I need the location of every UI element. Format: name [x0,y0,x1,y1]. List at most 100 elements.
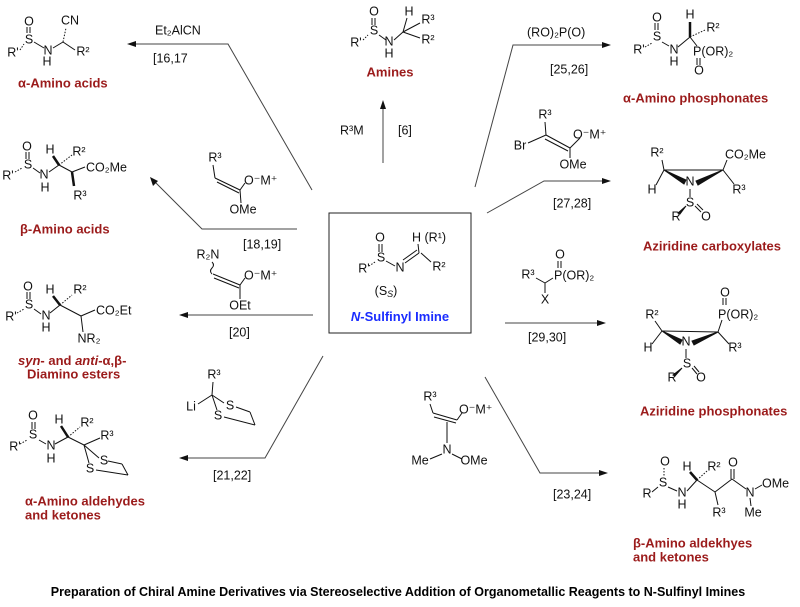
atom: R² [645,307,658,321]
atom: S [226,398,234,412]
atom: R² [73,282,86,296]
atom: S [659,475,667,489]
label-alpha-amino-phosphonates: α-Amino phosphonates [623,90,768,105]
atom: R₂N [197,247,220,261]
atom: H (R¹) [412,230,446,244]
atom: N [43,43,52,57]
atom: S [24,157,32,171]
atom: R² [80,415,93,429]
ref-20: [20] [229,325,250,339]
atom: H [40,180,49,194]
atom: CN [61,13,79,27]
atom: R' [350,35,361,49]
atom: H [404,4,413,18]
atom: R³ [208,150,221,164]
atom: S [686,195,694,209]
reagent-r3m: R³M [340,123,364,137]
atom: N [46,438,55,452]
arrows [127,41,611,476]
atom: H [41,320,50,334]
label-diamino-esters-line1: syn- and anti-α,β- [18,353,126,368]
atom: R³ [73,188,86,202]
label-aziridine-carboxylates: Aziridine carboxylates [643,238,781,253]
atom: O [375,230,385,244]
atom: R² [76,44,89,58]
atom: OMe [559,157,586,171]
atom: N [442,442,451,456]
atom: CO₂Et [96,303,132,317]
atom: Me [411,453,428,467]
product-dithiane-amine: O S R' N H H R² R³ S S [9,408,129,476]
ref-18-19: [18,19] [243,237,281,251]
atom: R [667,370,676,384]
ref-25-26: [25,26] [550,62,588,76]
atom: OEt [229,298,251,312]
atom: R' [9,439,20,453]
arrow-to-alpha-amino-phosphonates [474,44,604,188]
atom: R² [706,20,719,34]
arrow-to-alpha-amino-aldehydes [185,355,324,459]
ref-23-24: [23,24] [553,487,591,501]
atom: H [669,54,678,68]
configuration-label: (SS) [375,284,398,299]
atom: O⁻M⁺ [459,402,492,416]
arrow-to-beta-amino-aldehydes [484,376,601,474]
atom: O⁻M⁺ [244,268,277,282]
atom: R² [72,144,85,158]
atom: R³ [207,367,220,381]
atom: X [541,292,550,306]
atom: CO₂Me [86,160,127,174]
reagent-phosphonate: O R³ P(OR)₂ X [521,247,594,306]
atom: S [683,356,691,370]
arrowhead [602,42,611,48]
atom: O [660,454,670,468]
atom: O⁻M⁺ [244,173,277,187]
atom: H [685,7,694,21]
atom: OMe [460,453,487,467]
atom: R [642,486,651,500]
atom: P(OR)₂ [718,307,758,321]
atom: H [46,451,55,465]
ref-16-17: [16,17 [153,51,188,65]
label-alpha-amino-aldehydes-line1: α-Amino aldehydes [25,493,145,508]
atom: NR₂ [78,331,101,345]
atom: R' [7,45,18,59]
atom: R³ [100,428,113,442]
atom: OMe [229,202,256,216]
arrowhead [597,320,606,326]
atom: H [384,46,393,60]
atom: R' [633,42,644,56]
arrowhead [602,178,611,184]
product-beta-amino-ester: O S R' N H H R² CO₂Me R³ [2,139,127,202]
atom: Me [744,505,761,519]
atom: R³ [732,182,745,196]
atom: R² [707,459,720,473]
arrow-to-aziridine-carboxylates [486,180,604,214]
atom: N [39,167,48,181]
ref-6: [6] [398,123,412,137]
reagent-et2alcn: Et₂AlCN [155,23,201,37]
atom: R' [5,309,16,323]
reagent-amino-ester-enolate: R₂N O⁻M⁺ OEt [197,247,278,312]
atom: CO₂Me [725,147,766,161]
atom: N [745,485,754,499]
atom: P(OR)₂ [554,268,594,282]
figure-caption: Preparation of Chiral Amine Derivatives … [51,585,745,599]
atom: H [45,142,54,156]
atom: R³ [423,389,436,403]
atom: H [677,497,686,511]
arrow-to-beta-amino-acids [154,181,297,230]
atom: O [23,279,33,293]
atom: R' [2,168,13,182]
atom: N [677,485,686,499]
reagent-dialkyl-phosphite: (RO)₂P(O) [527,25,585,39]
atom: R² [421,32,434,46]
atom: O [652,10,662,24]
product-alpha-amino-nitrile: O S R' N H CN R² [7,13,89,68]
atom: R³ [712,505,725,519]
arrowhead [179,312,188,318]
product-amine: O S R' N H H R³ R² [350,4,434,60]
arrowhead [127,41,136,47]
